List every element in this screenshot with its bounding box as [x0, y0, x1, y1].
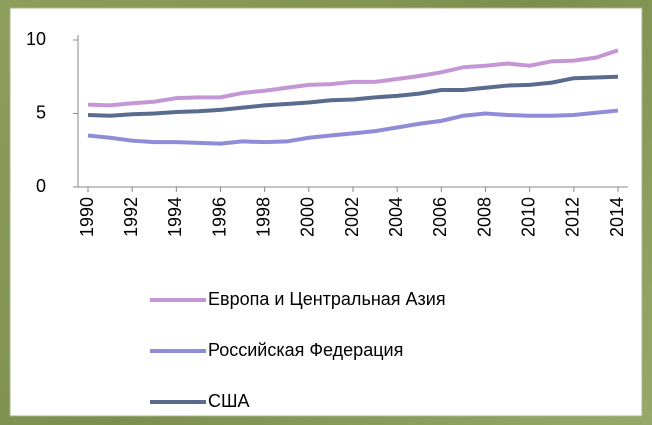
series-line — [87, 48, 619, 108]
legend-label: США — [208, 391, 250, 411]
legend-label: Российская Федерация — [208, 340, 403, 360]
x-tick-label: 1998 — [253, 197, 273, 237]
x-tick-label: 1996 — [209, 197, 229, 237]
x-tick-label: 1990 — [77, 197, 97, 237]
x-tick-label: 2008 — [474, 197, 494, 237]
y-tick-label: 0 — [36, 176, 46, 196]
x-tick-label: 2010 — [518, 197, 538, 237]
x-tick-label: 2014 — [607, 197, 627, 237]
series-line — [87, 74, 619, 118]
legend-label: Европа и Центральная Азия — [208, 289, 446, 309]
x-tick-label: 1994 — [165, 197, 185, 237]
x-tick-label: 2002 — [342, 197, 362, 237]
x-tick-label: 2004 — [386, 197, 406, 237]
x-tick-label: 2000 — [298, 197, 318, 237]
y-tick-label: 10 — [26, 29, 46, 49]
y-tick-label: 5 — [36, 102, 46, 122]
series-line — [87, 108, 619, 146]
chart-panel — [9, 7, 643, 417]
x-tick-label: 2012 — [563, 197, 583, 237]
x-tick-label: 1992 — [121, 197, 141, 237]
x-tick-label: 2006 — [430, 197, 450, 237]
